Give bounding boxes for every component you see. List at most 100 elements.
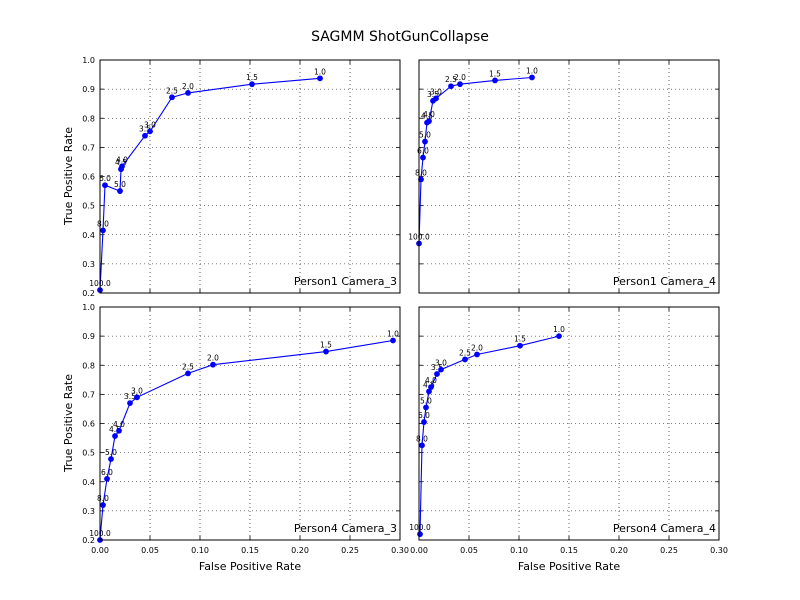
- data-point: [116, 427, 122, 434]
- panels: 0.20.30.40.50.60.70.80.91.0100.08.06.05.…: [82, 56, 728, 555]
- data-point: [474, 351, 480, 358]
- y-tick-label: 0.2: [82, 536, 95, 545]
- point-threshold-label: 2.5: [459, 348, 471, 357]
- series-line: [419, 335, 560, 535]
- point-threshold-label: 3.0: [131, 386, 143, 395]
- point-threshold-label: 6.0: [417, 147, 429, 156]
- point-threshold-label: 3.0: [435, 359, 447, 368]
- data-point: [104, 475, 110, 482]
- data-point: [142, 132, 148, 139]
- point-threshold-label: 4.5: [421, 112, 433, 121]
- point-threshold-label: 3.5: [124, 392, 136, 401]
- panel-label: Person1 Camera_4: [613, 275, 716, 288]
- point-threshold-label: 2.0: [182, 82, 194, 91]
- point-threshold-label: 1.0: [314, 67, 326, 76]
- data-point: [100, 227, 106, 234]
- y-tick-label: 0.2: [82, 289, 95, 298]
- y-tick-label: 0.8: [82, 361, 95, 370]
- point-threshold-label: 6.0: [418, 411, 430, 420]
- data-point: [127, 400, 133, 407]
- y-axis-label-bottom: True Positive Rate: [62, 374, 75, 473]
- point-threshold-label: 1.5: [514, 335, 526, 344]
- point-threshold-label: 1.5: [246, 73, 258, 82]
- y-tick-label: 0.6: [82, 420, 95, 429]
- point-threshold-label: 5.0: [419, 131, 431, 140]
- point-threshold-label: 8.0: [97, 494, 109, 503]
- x-tick-label: 0.10: [191, 546, 209, 555]
- data-point: [556, 333, 562, 340]
- y-tick-label: 0.5: [82, 449, 95, 458]
- point-threshold-label: 5.0: [420, 396, 432, 405]
- point-threshold-label: 1.5: [489, 69, 501, 78]
- series-line: [99, 77, 321, 291]
- data-point: [417, 531, 423, 538]
- point-threshold-label: 2.5: [182, 362, 194, 371]
- data-point: [438, 366, 444, 373]
- data-point: [102, 182, 108, 189]
- data-point: [492, 77, 498, 84]
- data-point: [419, 442, 425, 449]
- point-threshold-label: 4.0: [425, 376, 437, 385]
- point-threshold-label: 3.5: [431, 363, 443, 372]
- x-tick-label: 0.10: [510, 546, 528, 555]
- x-tick-label: 0.20: [610, 546, 628, 555]
- data-point: [169, 94, 175, 101]
- point-threshold-label: 3.5: [139, 125, 151, 134]
- point-threshold-label: 4.5: [115, 158, 127, 167]
- data-point: [433, 95, 439, 102]
- y-tick-label: 1.0: [82, 56, 95, 65]
- y-tick-label: 0.9: [82, 332, 95, 341]
- data-point: [426, 118, 432, 125]
- x-tick-label: 0.05: [141, 546, 159, 555]
- point-threshold-label: 5.0: [105, 448, 117, 457]
- x-tick-label: 0.30: [710, 546, 728, 555]
- data-point: [119, 163, 125, 170]
- plot-frame: [418, 59, 720, 294]
- data-point: [185, 90, 191, 96]
- x-tick-label: 0.25: [341, 546, 359, 555]
- point-threshold-label: 2.0: [207, 354, 219, 363]
- point-threshold-label: 3.0: [430, 87, 442, 96]
- point-threshold-label: 2.5: [166, 86, 178, 95]
- plot-frame: [418, 306, 720, 541]
- point-threshold-label: 4.0: [116, 155, 128, 164]
- x-tick-label: 0.00: [410, 546, 428, 555]
- data-point: [210, 361, 216, 368]
- y-tick-label: 0.7: [82, 390, 95, 399]
- point-threshold-label: 8.0: [416, 434, 428, 443]
- point-threshold-label: 1.0: [526, 66, 538, 75]
- point-threshold-label: 5.0: [114, 180, 126, 189]
- data-point: [249, 81, 255, 88]
- y-tick-label: 0.7: [82, 143, 95, 152]
- y-tick-label: 0.4: [82, 478, 95, 487]
- data-point: [434, 371, 440, 377]
- point-threshold-label: 6.0: [99, 174, 111, 183]
- data-point: [457, 81, 463, 88]
- point-threshold-label: 4.5: [109, 425, 121, 434]
- y-tick-label: 0.3: [82, 260, 95, 269]
- point-threshold-label: 4.0: [423, 110, 435, 119]
- data-point: [185, 370, 191, 377]
- data-point: [517, 342, 523, 349]
- data-point: [448, 83, 454, 90]
- data-point: [317, 75, 323, 82]
- point-threshold-label: 4.0: [113, 420, 125, 429]
- x-tick-label: 0.15: [560, 546, 578, 555]
- panel-4: 0.00 0.05 0.10 0.15 0.20 0.25 0.30 100.0 8.0 6.0 5…: [409, 306, 728, 555]
- x-tick-label: 0.00: [91, 546, 109, 555]
- point-threshold-label: 8.0: [415, 168, 427, 177]
- panel-2: 100.08.06.05.04.54.03.53.02.52.0 1.5 1.0Pe…: [408, 59, 720, 294]
- point-threshold-label: 1.5: [320, 341, 332, 350]
- panel-label: Person4 Camera_3: [294, 522, 397, 535]
- data-point: [108, 456, 114, 462]
- data-point: [462, 356, 468, 363]
- data-point: [422, 138, 428, 145]
- x-tick-label: 0.20: [291, 546, 309, 555]
- y-tick-label: 0.9: [82, 85, 95, 94]
- data-point: [100, 502, 106, 508]
- figure-title: SAGMM ShotGunCollapse: [311, 29, 489, 45]
- data-point: [423, 404, 429, 411]
- x-tick-label: 0.30: [391, 546, 409, 555]
- data-point: [529, 74, 535, 81]
